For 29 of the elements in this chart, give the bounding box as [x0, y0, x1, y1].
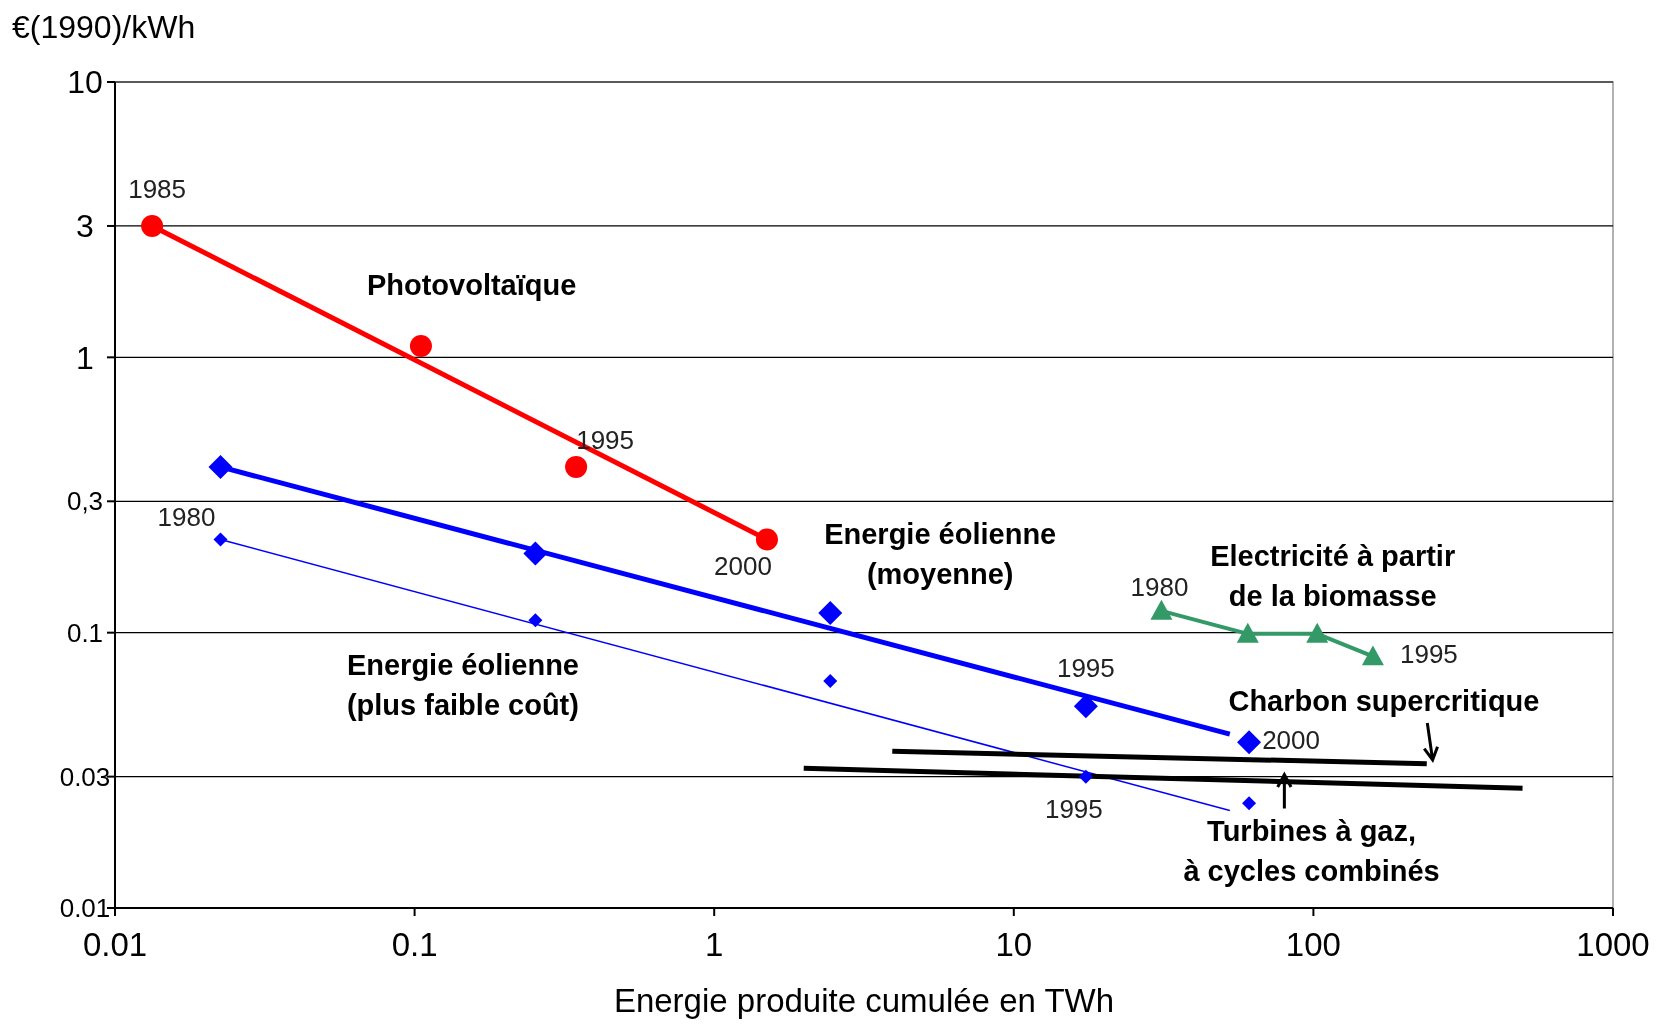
- y-tick-label: 10: [67, 64, 103, 101]
- legend-label: Turbines à gaz, à cycles combinés: [1183, 815, 1440, 888]
- annotation: 1995: [1044, 793, 1103, 824]
- annotation: 2000: [714, 550, 772, 581]
- y-tick-label: 1: [76, 339, 94, 376]
- x-tick-label: 1000: [1576, 926, 1650, 963]
- x-tick-label: 1: [705, 926, 724, 963]
- y-tick-label: 3: [76, 208, 94, 245]
- y-tick-label: 0.03: [59, 761, 111, 792]
- annotation: 1995: [1400, 639, 1458, 670]
- series-label: Charbon supercritique: [1228, 684, 1540, 717]
- series-label: Energie éolienne (plus faible coût): [346, 649, 579, 722]
- x-tick-label: 0.1: [391, 926, 438, 963]
- annotation: 1980: [157, 502, 216, 532]
- series-label: Electricité à partir de la biomasse: [1210, 539, 1456, 612]
- series-label: Energie éolienne (moyenne): [824, 517, 1057, 590]
- y-tick-label: 0.1: [66, 617, 104, 648]
- x-tick-label: 10: [995, 926, 1033, 963]
- annotation: 1995: [1056, 653, 1115, 684]
- annotation: 1980: [1130, 571, 1189, 602]
- text: Photovoltaïque: [366, 269, 577, 302]
- x-tick-label: 100: [1285, 926, 1341, 963]
- y-tick-label: 0,3: [66, 486, 104, 517]
- y-axis-title: €(1990)/kWh: [12, 9, 196, 45]
- annotation: 1985: [128, 174, 187, 205]
- annotation: 2000: [1262, 725, 1321, 756]
- annotation: 1995: [576, 425, 635, 455]
- y-tick-label: 0.01: [59, 893, 111, 924]
- x-axis-title: Energie produite cumulée en TWh: [613, 982, 1115, 1019]
